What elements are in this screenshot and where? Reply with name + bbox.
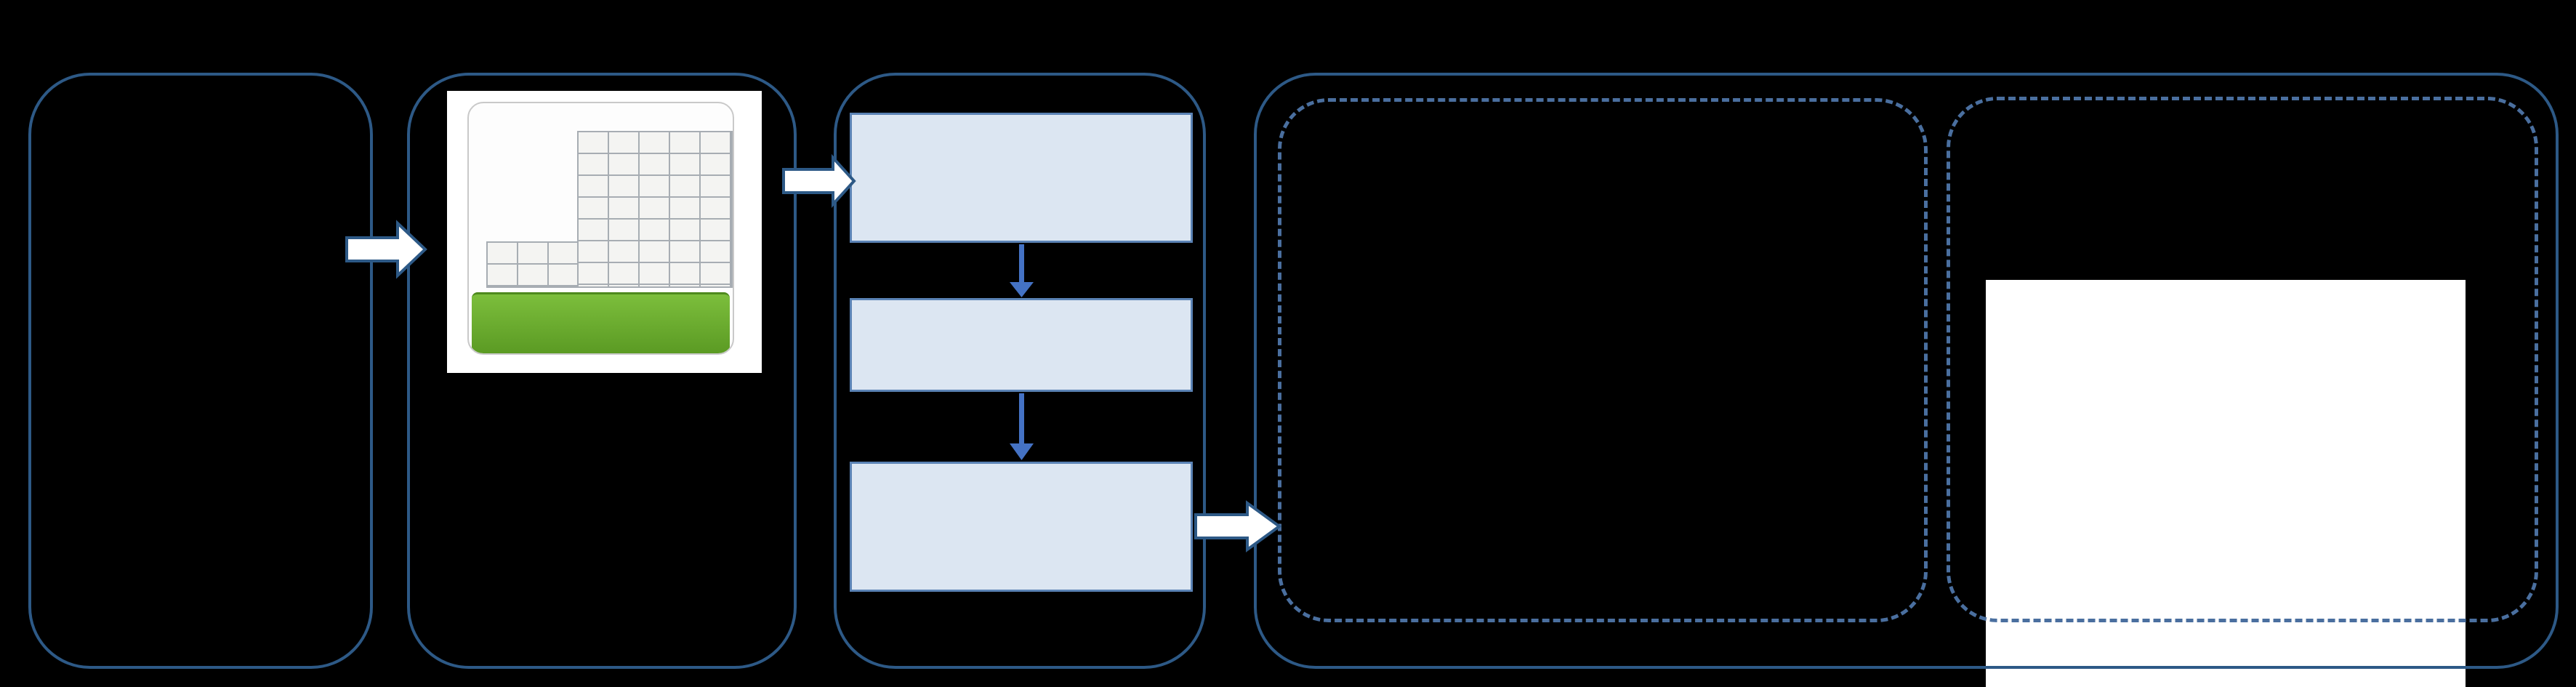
panel-csv: [407, 73, 797, 669]
dashed-frame-uptake: [1947, 97, 2538, 622]
spreadsheet-grid-large: [577, 131, 733, 288]
panel-results: [1254, 73, 2559, 669]
panel-empty: [28, 73, 373, 669]
panel-flowchart: [834, 73, 1206, 669]
flow-step-2: [850, 298, 1193, 392]
csv-file-icon: [467, 102, 734, 355]
spreadsheet-grid-small: [486, 241, 579, 288]
dashed-frame-scatter: [1278, 98, 1928, 622]
flow-step-3: [850, 462, 1193, 592]
csv-banner: [472, 292, 730, 353]
flow-step-1: [850, 113, 1193, 243]
csv-image: [447, 91, 762, 373]
